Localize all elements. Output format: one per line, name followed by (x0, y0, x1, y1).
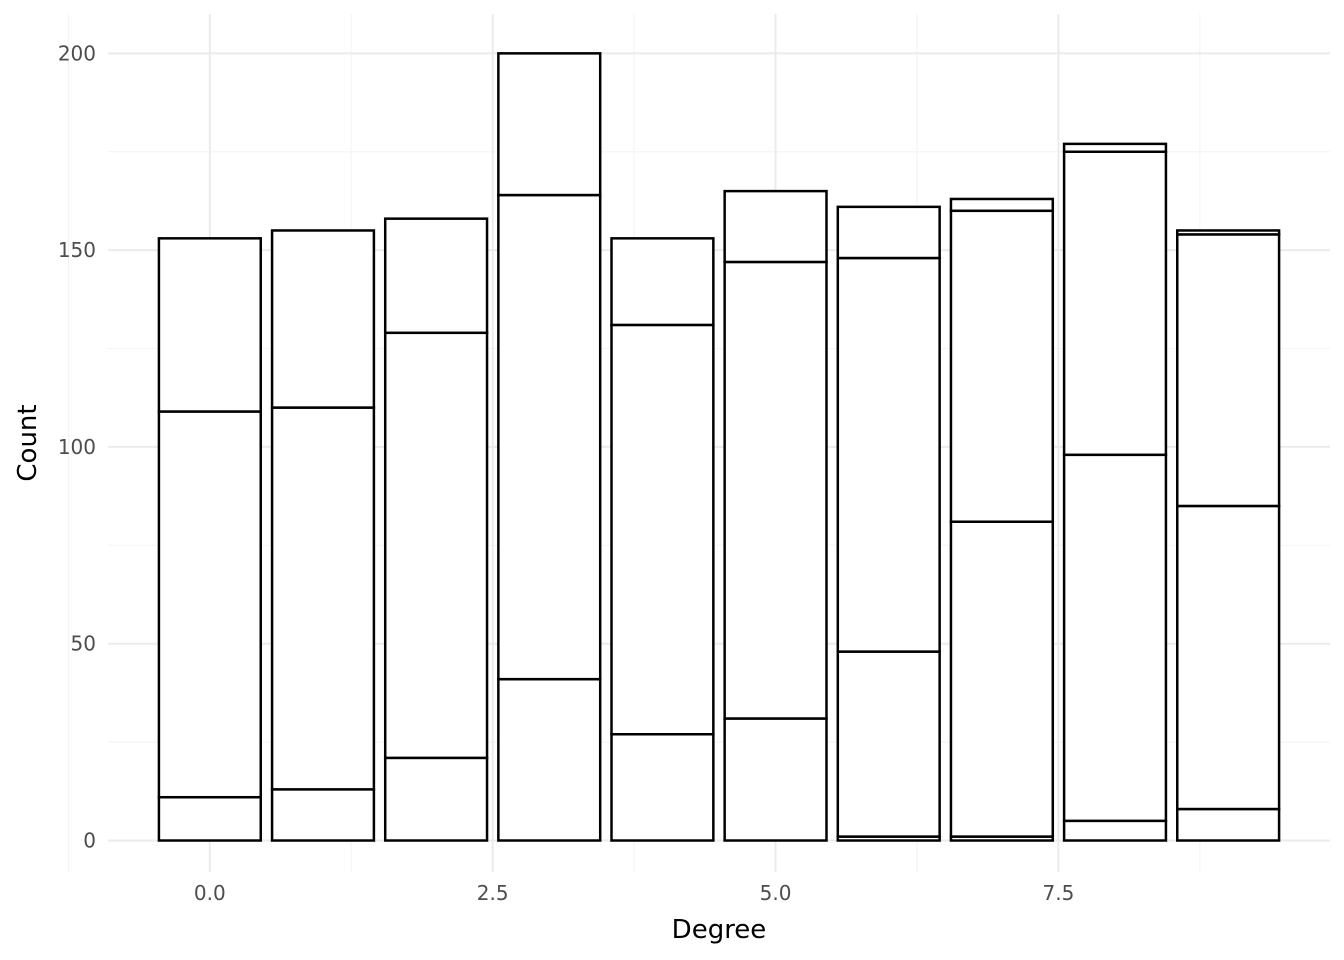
bar-segment (610, 237, 715, 327)
bar-group (157, 237, 263, 842)
y-tick-label: 100 (58, 435, 96, 459)
bar-segment (497, 677, 602, 842)
bar-segment (157, 237, 263, 413)
bar-group (1062, 142, 1168, 842)
bar-group (949, 197, 1055, 842)
bar-segment (1062, 819, 1168, 842)
bar-segment (383, 331, 489, 760)
bar-segment (723, 260, 828, 720)
x-axis-ticks: 0.0 2.5 5.0 7.5 (194, 881, 1074, 905)
y-tick-label: 0 (83, 829, 96, 853)
bar-segment (610, 323, 715, 736)
bar-segment (836, 256, 941, 653)
bar-segment (270, 788, 376, 842)
bar-segment (497, 193, 602, 681)
bar-segment (270, 229, 376, 409)
bar-segment (497, 52, 602, 197)
y-tick-label: 150 (58, 238, 96, 262)
bars (157, 52, 1281, 842)
x-tick-label: 5.0 (760, 881, 792, 905)
bar-segment (1176, 504, 1281, 811)
bar-group (270, 229, 376, 842)
bar-segment (157, 410, 263, 799)
bar-segment (836, 650, 941, 838)
bar-segment (949, 209, 1055, 523)
bar-group (1176, 229, 1281, 842)
bar-segment (383, 217, 489, 335)
bar-segment (1062, 453, 1168, 823)
bar-segment (1176, 233, 1281, 508)
y-tick-label: 50 (71, 632, 96, 656)
bar-group (383, 217, 489, 842)
x-tick-label: 0.0 (194, 881, 226, 905)
x-tick-label: 7.5 (1043, 881, 1075, 905)
bar-segment (157, 795, 263, 842)
bar-segment (723, 717, 828, 842)
bar-group (836, 205, 941, 842)
bar-segment (949, 197, 1055, 213)
bar-segment (1062, 150, 1168, 457)
y-axis-ticks: 0 50 100 150 200 (58, 41, 96, 852)
x-tick-label: 2.5 (477, 881, 509, 905)
y-tick-label: 200 (58, 41, 96, 65)
x-axis-title: Degree (672, 915, 767, 945)
bar-segment (1176, 807, 1281, 842)
y-axis-title: Count (13, 404, 43, 481)
bar-segment (949, 520, 1055, 838)
bar-segment (1176, 229, 1281, 236)
bar-segment (610, 732, 715, 842)
bar-group (610, 237, 715, 842)
bar-group (497, 52, 602, 842)
bar-segment (723, 189, 828, 264)
bar-segment (270, 406, 376, 791)
bar-segment (383, 756, 489, 842)
bar-group (723, 189, 828, 842)
bar-segment (1062, 142, 1168, 154)
bar-segment (836, 205, 941, 260)
